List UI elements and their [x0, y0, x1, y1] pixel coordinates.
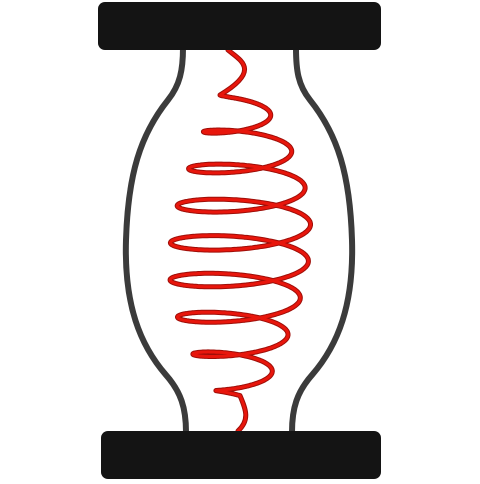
bottom-end-cap [101, 431, 381, 479]
top-end-cap [98, 2, 381, 50]
coil-wire [168, 48, 312, 433]
vessel-outline [122, 45, 356, 435]
helical-coil [167, 47, 313, 434]
vessel-left-wall [122, 45, 189, 435]
vessel-right-wall [289, 45, 356, 435]
